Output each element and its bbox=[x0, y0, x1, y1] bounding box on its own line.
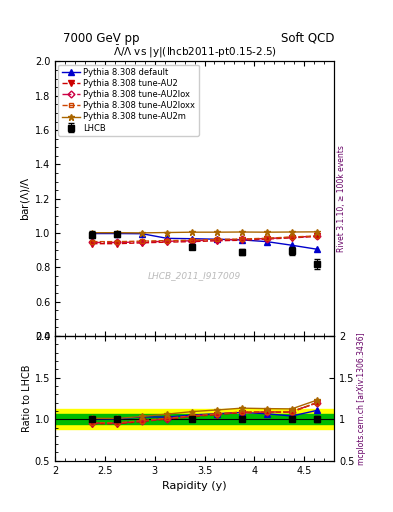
Pythia 8.308 default bbox=[264, 239, 269, 245]
Pythia 8.308 tune-AU2loxx bbox=[165, 238, 169, 244]
Pythia 8.308 default bbox=[239, 237, 244, 243]
Pythia 8.308 tune-AU2 bbox=[264, 236, 269, 242]
Pythia 8.308 tune-AU2lox bbox=[289, 234, 294, 241]
Bar bbox=[55, 409, 334, 429]
Pythia 8.308 default bbox=[140, 230, 145, 237]
Pythia 8.308 tune-AU2lox bbox=[115, 240, 119, 246]
Text: 7000 GeV pp: 7000 GeV pp bbox=[63, 32, 140, 45]
Pythia 8.308 tune-AU2 bbox=[314, 233, 319, 240]
Pythia 8.308 tune-AU2 bbox=[165, 239, 169, 245]
Pythia 8.308 tune-AU2 bbox=[289, 235, 294, 241]
Pythia 8.308 default bbox=[165, 236, 169, 242]
Pythia 8.308 tune-AU2lox bbox=[215, 237, 219, 243]
Pythia 8.308 tune-AU2loxx bbox=[115, 239, 119, 245]
Pythia 8.308 default bbox=[215, 236, 219, 242]
Text: LHCB_2011_I917009: LHCB_2011_I917009 bbox=[148, 271, 241, 280]
Pythia 8.308 tune-AU2m bbox=[264, 229, 269, 235]
Pythia 8.308 tune-AU2lox bbox=[264, 236, 269, 242]
Y-axis label: Rivet 3.1.10, ≥ 100k events: Rivet 3.1.10, ≥ 100k events bbox=[337, 145, 346, 252]
Pythia 8.308 tune-AU2loxx bbox=[314, 233, 319, 239]
Line: Pythia 8.308 tune-AU2: Pythia 8.308 tune-AU2 bbox=[90, 233, 320, 246]
Pythia 8.308 tune-AU2loxx bbox=[264, 235, 269, 241]
Bar bbox=[55, 414, 334, 424]
Pythia 8.308 tune-AU2lox bbox=[165, 238, 169, 244]
Pythia 8.308 tune-AU2m bbox=[115, 229, 119, 236]
Pythia 8.308 tune-AU2lox bbox=[90, 240, 95, 246]
Pythia 8.308 tune-AU2m bbox=[165, 229, 169, 236]
Pythia 8.308 default bbox=[115, 230, 119, 237]
Legend: Pythia 8.308 default, Pythia 8.308 tune-AU2, Pythia 8.308 tune-AU2lox, Pythia 8.: Pythia 8.308 default, Pythia 8.308 tune-… bbox=[58, 65, 199, 136]
Pythia 8.308 default bbox=[190, 236, 195, 242]
Pythia 8.308 default bbox=[314, 246, 319, 252]
Text: Soft QCD: Soft QCD bbox=[281, 32, 334, 45]
Y-axis label: mcplots.cern.ch [arXiv:1306.3436]: mcplots.cern.ch [arXiv:1306.3436] bbox=[357, 332, 366, 465]
Pythia 8.308 tune-AU2 bbox=[140, 240, 145, 246]
Pythia 8.308 tune-AU2loxx bbox=[289, 234, 294, 240]
Pythia 8.308 tune-AU2loxx bbox=[239, 236, 244, 242]
Pythia 8.308 tune-AU2lox bbox=[140, 239, 145, 245]
Pythia 8.308 default bbox=[90, 230, 95, 237]
Pythia 8.308 tune-AU2 bbox=[239, 237, 244, 243]
Pythia 8.308 tune-AU2loxx bbox=[190, 237, 195, 243]
Pythia 8.308 tune-AU2loxx bbox=[90, 239, 95, 245]
Pythia 8.308 tune-AU2 bbox=[90, 241, 95, 247]
Pythia 8.308 tune-AU2m bbox=[140, 230, 145, 236]
X-axis label: Rapidity (y): Rapidity (y) bbox=[162, 481, 227, 491]
Pythia 8.308 tune-AU2 bbox=[115, 241, 119, 247]
Pythia 8.308 tune-AU2lox bbox=[314, 233, 319, 239]
Pythia 8.308 tune-AU2 bbox=[190, 239, 195, 245]
Pythia 8.308 tune-AU2m bbox=[190, 229, 195, 235]
Pythia 8.308 tune-AU2 bbox=[215, 238, 219, 244]
Pythia 8.308 default bbox=[289, 242, 294, 248]
Pythia 8.308 tune-AU2m bbox=[289, 229, 294, 235]
Pythia 8.308 tune-AU2lox bbox=[190, 238, 195, 244]
Line: Pythia 8.308 tune-AU2m: Pythia 8.308 tune-AU2m bbox=[89, 228, 320, 237]
Line: Pythia 8.308 tune-AU2lox: Pythia 8.308 tune-AU2lox bbox=[90, 233, 319, 245]
Pythia 8.308 tune-AU2m bbox=[314, 229, 319, 235]
Pythia 8.308 tune-AU2loxx bbox=[140, 238, 145, 244]
Y-axis label: bar($\Lambda$)/$\Lambda$: bar($\Lambda$)/$\Lambda$ bbox=[19, 176, 32, 221]
Pythia 8.308 tune-AU2lox bbox=[239, 237, 244, 243]
Title: $\bar{\Lambda}/\Lambda$ vs |y|(lhcb2011-pt0.15-2.5): $\bar{\Lambda}/\Lambda$ vs |y|(lhcb2011-… bbox=[112, 44, 277, 60]
Pythia 8.308 tune-AU2loxx bbox=[215, 237, 219, 243]
Line: Pythia 8.308 tune-AU2loxx: Pythia 8.308 tune-AU2loxx bbox=[90, 233, 319, 244]
Y-axis label: Ratio to LHCB: Ratio to LHCB bbox=[22, 365, 32, 432]
Pythia 8.308 tune-AU2m bbox=[90, 229, 95, 236]
Pythia 8.308 tune-AU2m bbox=[215, 229, 219, 235]
Line: Pythia 8.308 default: Pythia 8.308 default bbox=[90, 231, 320, 252]
Pythia 8.308 tune-AU2m bbox=[239, 229, 244, 235]
